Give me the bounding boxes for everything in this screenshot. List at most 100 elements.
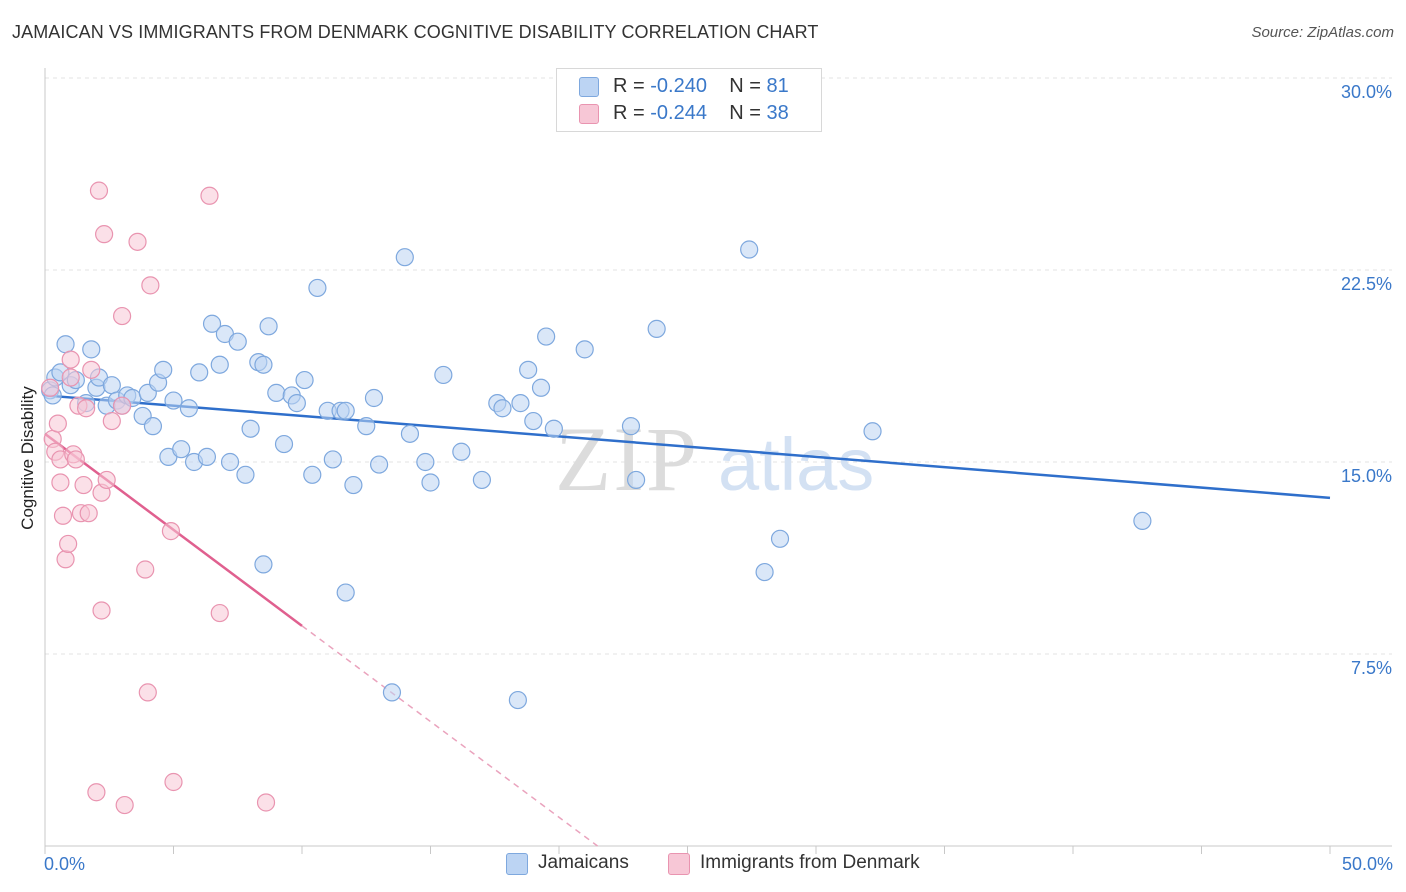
point-jamaicans	[210, 355, 229, 374]
point-denmark	[164, 772, 183, 792]
point-jamaicans	[236, 465, 255, 484]
point-denmark	[128, 232, 147, 251]
point-jamaicans	[421, 473, 440, 492]
y-tick-label: 15.0%	[1341, 466, 1392, 486]
point-jamaicans	[621, 417, 641, 436]
x-tick-label: 0.0%	[44, 854, 85, 874]
point-jamaicans	[863, 422, 882, 441]
gridlines	[45, 77, 1392, 655]
point-jamaicans	[82, 340, 101, 359]
point-denmark	[66, 450, 85, 469]
point-denmark	[141, 276, 160, 295]
source-label: Source: ZipAtlas.com	[1251, 24, 1394, 41]
point-jamaicans	[344, 475, 363, 495]
point-jamaicans	[537, 327, 556, 346]
point-denmark	[89, 181, 109, 200]
legend-r-value: -0.240	[650, 75, 707, 97]
point-denmark	[59, 534, 78, 554]
point-jamaicans	[434, 365, 453, 385]
point-jamaicans	[202, 314, 222, 333]
point-jamaicans	[308, 278, 327, 298]
point-jamaicans	[254, 355, 273, 374]
watermark-atlas: atlas	[718, 423, 874, 506]
point-jamaicans	[740, 240, 759, 259]
tick-labels: 7.5% 15.0% 22.5% 30.0% 0.0% 50.0%	[44, 82, 1393, 874]
point-denmark	[77, 399, 96, 418]
point-denmark	[210, 603, 229, 623]
point-jamaicans	[172, 440, 191, 459]
point-denmark	[138, 683, 157, 702]
point-denmark	[74, 475, 93, 495]
point-jamaicans	[164, 391, 183, 410]
y-tick-label: 30.0%	[1341, 82, 1392, 102]
legend-r-label: R =	[613, 102, 651, 124]
point-jamaicans	[267, 383, 286, 402]
point-jamaicans	[1133, 511, 1152, 530]
point-jamaicans	[179, 399, 199, 418]
bottom-legend-label: Immigrants from Denmark	[700, 852, 920, 873]
bottom-legend-swatch-pink	[668, 853, 690, 875]
trend-line-denmark-extended	[301, 625, 598, 847]
point-jamaicans	[336, 583, 355, 602]
data-points	[41, 181, 1152, 815]
legend-r-label: R =	[613, 75, 651, 97]
axes	[44, 68, 1392, 854]
legend-n-value: 81	[766, 75, 789, 97]
legend-stats-denmark: R = -0.244 N = 38	[613, 102, 789, 125]
point-denmark	[51, 473, 70, 492]
point-jamaicans	[303, 465, 322, 484]
point-denmark	[115, 795, 134, 815]
point-jamaicans	[102, 376, 121, 395]
point-jamaicans	[508, 690, 527, 710]
point-jamaicans	[336, 401, 355, 420]
point-jamaicans	[190, 363, 209, 382]
point-jamaicans	[197, 447, 217, 466]
point-jamaicans	[519, 360, 538, 379]
point-jamaicans	[511, 394, 530, 413]
point-denmark	[48, 414, 67, 433]
point-jamaicans	[626, 470, 646, 490]
point-jamaicans	[770, 529, 790, 548]
point-jamaicans	[647, 319, 666, 338]
point-jamaicans	[395, 248, 414, 267]
point-denmark	[95, 225, 114, 244]
point-jamaicans	[531, 378, 551, 397]
legend-n-label: N =	[729, 75, 767, 97]
point-jamaicans	[241, 419, 260, 438]
legend-n-value: 38	[766, 102, 789, 124]
point-jamaicans	[154, 360, 173, 379]
point-jamaicans	[382, 683, 402, 702]
point-jamaicans	[544, 419, 563, 438]
bottom-legend-label: Jamaicans	[538, 852, 629, 873]
legend-r-value: -0.244	[650, 102, 707, 124]
point-jamaicans	[259, 317, 278, 336]
point-denmark	[161, 522, 181, 541]
point-jamaicans	[220, 452, 240, 472]
chart-title: JAMAICAN VS IMMIGRANTS FROM DENMARK COGN…	[12, 22, 819, 42]
point-jamaicans	[287, 394, 306, 413]
point-denmark	[256, 793, 276, 812]
point-jamaicans	[452, 442, 471, 461]
point-denmark	[200, 186, 219, 205]
point-denmark	[53, 506, 73, 525]
point-jamaicans	[416, 452, 435, 472]
point-denmark	[102, 411, 121, 431]
point-jamaicans	[323, 450, 342, 469]
point-jamaicans	[493, 399, 512, 418]
point-jamaicans	[400, 424, 420, 443]
point-jamaicans	[364, 388, 384, 408]
point-jamaicans	[357, 417, 376, 436]
point-denmark	[87, 783, 106, 802]
point-jamaicans	[295, 370, 314, 390]
point-denmark	[61, 350, 80, 369]
point-jamaicans	[755, 562, 774, 582]
point-jamaicans	[254, 555, 273, 574]
point-jamaicans	[274, 434, 294, 454]
point-jamaicans	[370, 455, 389, 474]
point-denmark	[79, 504, 98, 523]
legend-stats-jamaicans: R = -0.240 N = 81	[613, 75, 789, 98]
point-denmark	[92, 601, 111, 620]
point-denmark	[112, 396, 132, 415]
point-denmark	[41, 378, 60, 397]
point-denmark	[82, 360, 101, 379]
